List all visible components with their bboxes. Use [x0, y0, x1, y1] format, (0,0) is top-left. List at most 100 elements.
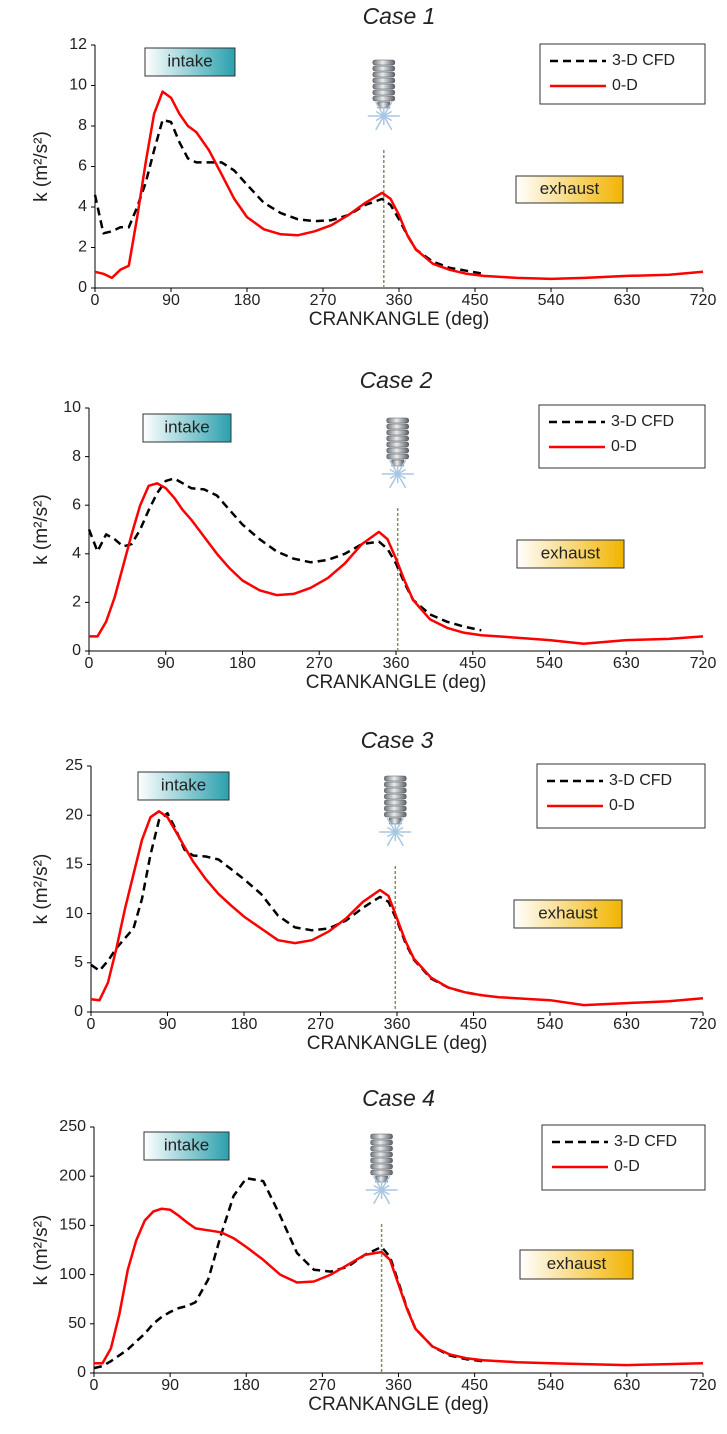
spark-plug-icon: [381, 417, 414, 489]
y-tick-label: 0: [78, 279, 87, 296]
intake-box: [137, 771, 230, 801]
intake-label: intake: [164, 1135, 209, 1154]
x-tick-label: 630: [613, 1016, 640, 1033]
plug-thread: [384, 775, 407, 782]
intake-box: [144, 47, 236, 77]
y-tick-label: 2: [72, 594, 81, 611]
spark-ray: [372, 1175, 383, 1191]
x-tick-label: 540: [536, 655, 563, 672]
plug-thread: [370, 1133, 393, 1140]
x-tick-label: 0: [91, 292, 100, 309]
spark-ray: [397, 473, 407, 489]
spark-ray: [394, 831, 404, 838]
x-tick-label: 90: [161, 1377, 179, 1394]
plug-thread: [384, 805, 407, 812]
y-tick-label: 8: [72, 448, 81, 465]
y-tick-label: 2: [78, 239, 87, 256]
spark-ray: [373, 1184, 382, 1191]
x-tick-label: 450: [461, 1377, 488, 1394]
x-tick-label: 540: [537, 1377, 564, 1394]
series-line: [93, 118, 484, 276]
legend-label: 3-D CFD: [614, 1133, 677, 1150]
x-tick-label: 630: [614, 1377, 641, 1394]
x-tick-label: 720: [690, 1377, 717, 1394]
x-axis-label: CRANKANGLE (deg): [307, 1033, 488, 1054]
y-tick-label: 150: [59, 1217, 86, 1234]
spark-ray: [383, 101, 393, 117]
x-axis-label: CRANKANGLE (deg): [309, 309, 490, 330]
x-tick-label: 180: [229, 655, 256, 672]
spark-ray: [394, 831, 404, 847]
spark-ray: [394, 826, 404, 833]
y-axis-label: k (m²/s²): [31, 131, 52, 202]
legend-label: 3-D CFD: [612, 52, 675, 69]
y-tick-label: 5: [74, 954, 83, 971]
y-tick-label: 6: [72, 496, 81, 513]
y-axis-label: k (m²/s²): [31, 494, 52, 565]
chart-title: Case 2: [360, 367, 433, 393]
y-tick-label: 50: [68, 1315, 86, 1332]
legend-box: [539, 43, 706, 105]
exhaust-box: [515, 175, 624, 204]
chart-title: Case 1: [363, 3, 436, 29]
x-tick-label: 720: [690, 1016, 717, 1033]
x-tick-label: 630: [614, 292, 641, 309]
y-tick-label: 10: [63, 399, 81, 416]
plug-thread: [370, 1151, 393, 1158]
y-tick-label: 0: [77, 1364, 86, 1381]
y-tick-label: 4: [78, 198, 87, 215]
spark-ray: [394, 817, 404, 833]
legend-label: 0-D: [611, 438, 637, 455]
x-tick-label: 540: [538, 292, 565, 309]
x-tick-label: 270: [309, 1377, 336, 1394]
spark-ray: [389, 468, 399, 475]
plug-thread: [372, 83, 396, 90]
spark-plug-icon: [365, 1133, 398, 1205]
x-tick-label: 720: [690, 655, 717, 672]
exhaust-box: [519, 1249, 634, 1280]
plug-thread: [384, 799, 407, 806]
spark-ray: [375, 115, 385, 131]
spark-ray: [387, 826, 396, 833]
legend-label: 0-D: [612, 77, 638, 94]
y-tick-label: 250: [59, 1118, 86, 1135]
spark-ray: [397, 459, 407, 475]
plug-thread: [386, 429, 409, 436]
plug-thread: [370, 1169, 393, 1176]
spark-ray: [383, 110, 392, 117]
spark-ray: [380, 1189, 391, 1205]
intake-label: intake: [161, 775, 206, 794]
exhaust-label: exhaust: [538, 903, 598, 922]
y-tick-label: 100: [59, 1266, 86, 1283]
y-tick-label: 0: [74, 1003, 83, 1020]
plug-thread: [384, 811, 407, 818]
x-tick-label: 720: [690, 292, 717, 309]
x-tick-label: 360: [384, 1016, 411, 1033]
plug-thread: [384, 793, 407, 800]
x-tick-label: 540: [537, 1016, 564, 1033]
exhaust-box: [513, 899, 623, 929]
legend-label: 3-D CFD: [609, 772, 672, 789]
spark-ray: [381, 1184, 390, 1191]
exhaust-label: exhaust: [540, 179, 600, 198]
intake-label: intake: [167, 51, 212, 70]
spark-plug-icon: [379, 775, 412, 847]
x-tick-label: 630: [613, 655, 640, 672]
plug-thread: [386, 447, 409, 454]
plug-thread: [372, 89, 396, 96]
x-tick-label: 450: [459, 655, 486, 672]
chart-title: Case 4: [362, 1085, 435, 1111]
spark-ray: [389, 473, 399, 489]
spark-ray: [386, 831, 396, 847]
plug-thread: [384, 781, 407, 788]
y-tick-label: 15: [65, 856, 83, 873]
x-tick-label: 180: [234, 292, 261, 309]
y-tick-label: 8: [78, 117, 87, 134]
legend-label: 0-D: [614, 1158, 640, 1175]
x-tick-label: 180: [233, 1377, 260, 1394]
plug-thread: [370, 1163, 393, 1170]
legend-label: 3-D CFD: [611, 413, 674, 430]
x-tick-label: 270: [307, 1016, 334, 1033]
exhaust-box: [516, 539, 625, 569]
x-tick-label: 360: [383, 655, 410, 672]
